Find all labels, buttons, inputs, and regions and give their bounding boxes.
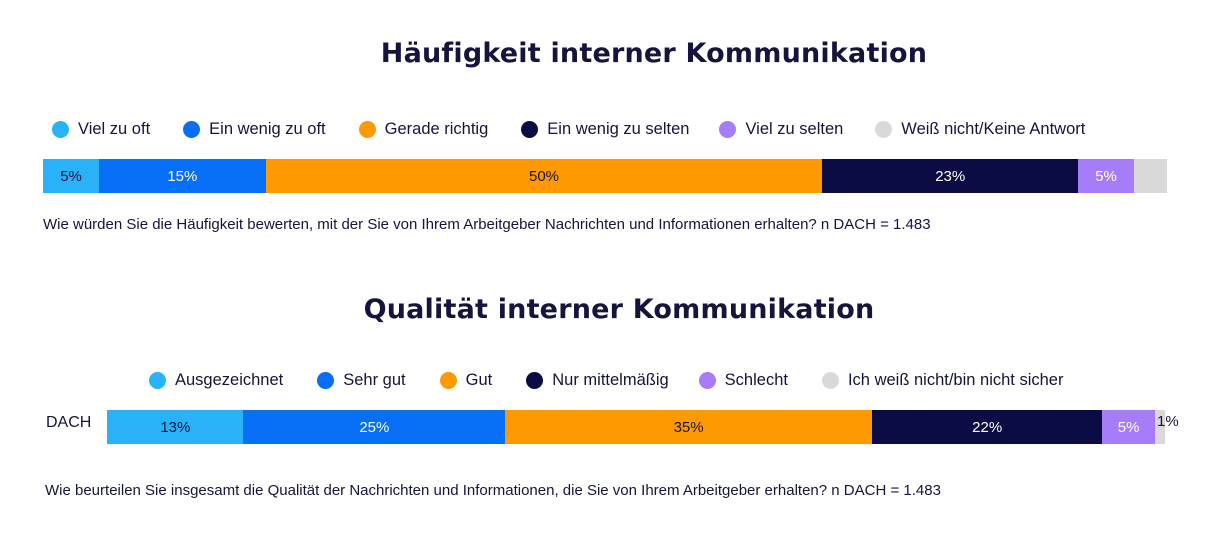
legend-item: Schlecht [698,371,788,390]
chart-title-frequency: Häufigkeit interner Kommunikation [380,38,928,69]
legend-label: Ich weiß nicht/bin nicht sicher [847,371,1064,389]
stacked-bar-quality: 13% 25% 35% 22% 5% [107,410,1166,444]
bar-segment: 35% [505,410,873,444]
legend-label: Ausgezeichnet [175,371,284,389]
legend-label: Gut [465,371,493,389]
data-label: 13% [160,418,191,436]
legend-label: Weiß nicht/Keine Antwort [901,120,1086,138]
legend-swatch [719,121,737,138]
legend-item: Ein wenig zu oft [183,120,326,139]
footnote-frequency: Wie würden Sie die Häufigkeit bewerten, … [43,216,931,233]
legend-item: Viel zu oft [52,120,150,139]
legend-frequency: Viel zu oft Ein wenig zu oft Gerade richti… [52,120,1085,139]
data-label: 25% [359,418,390,436]
bar-segment: 50% [265,159,823,193]
legend-label: Viel zu selten [745,120,844,138]
data-label: 23% [935,167,966,185]
data-label: 5% [60,167,82,185]
legend-swatch [698,372,716,389]
legend-swatch [183,121,201,138]
legend-label: Schlecht [724,371,788,389]
bar-segment: 5% [43,159,100,193]
legend-label: Gerade richtig [384,120,489,138]
legend-swatch [358,121,376,138]
chart-title-quality: Qualität interner Kommunikation [363,294,875,325]
data-label: 35% [673,418,704,436]
legend-item: Ausgezeichnet [149,371,283,390]
legend-item: Nur mittelmäßig [526,371,669,390]
legend-label: Ein wenig zu selten [547,120,690,138]
bar-segment: 5% [1102,410,1156,444]
legend-item: Gut [439,371,493,390]
legend-swatch [521,121,539,138]
legend-item: Weiß nicht/Keine Antwort [875,120,1085,139]
legend-quality: Ausgezeichnet Sehr gut Gut Nur mittelmäßig S… [149,371,1063,390]
legend-swatch [52,121,69,138]
data-label: 5% [1095,167,1117,185]
legend-label: Sehr gut [343,371,406,389]
bar-segment: 13% [107,410,244,444]
legend-swatch [821,372,839,389]
data-label: 50% [529,167,560,185]
data-label: 22% [972,418,1003,436]
category-label-dach: DACH [46,414,92,431]
legend-item: Gerade richtig [358,120,489,139]
legend-item: Ein wenig zu selten [521,120,689,139]
data-label: 5% [1117,418,1140,436]
legend-item: Ich weiß nicht/bin nicht sicher [821,371,1064,390]
legend-swatch [439,372,457,389]
bar-segment: 25% [243,410,506,444]
data-label-outside: 1% [1157,413,1179,430]
legend-swatch [317,372,335,389]
legend-item: Viel zu selten [719,120,843,139]
bar-segment: 22% [871,410,1103,444]
legend-item: Sehr gut [317,371,406,390]
legend-label: Ein wenig zu oft [209,120,326,138]
bar-segment [1133,159,1168,193]
legend-label: Viel zu oft [78,120,151,138]
legend-label: Nur mittelmäßig [552,371,669,389]
legend-swatch [526,372,544,389]
bar-segment [1154,410,1166,444]
footnote-quality: Wie beurteilen Sie insgesamt die Qualitä… [45,482,941,499]
data-label: 15% [167,167,198,185]
bar-segment: 5% [1077,159,1135,193]
bar-segment: 23% [822,159,1079,193]
stacked-bar-frequency: 5% 15% 50% 23% 5% [43,159,1168,193]
legend-swatch [149,372,166,389]
bar-segment: 15% [98,159,267,193]
legend-swatch [875,121,893,138]
